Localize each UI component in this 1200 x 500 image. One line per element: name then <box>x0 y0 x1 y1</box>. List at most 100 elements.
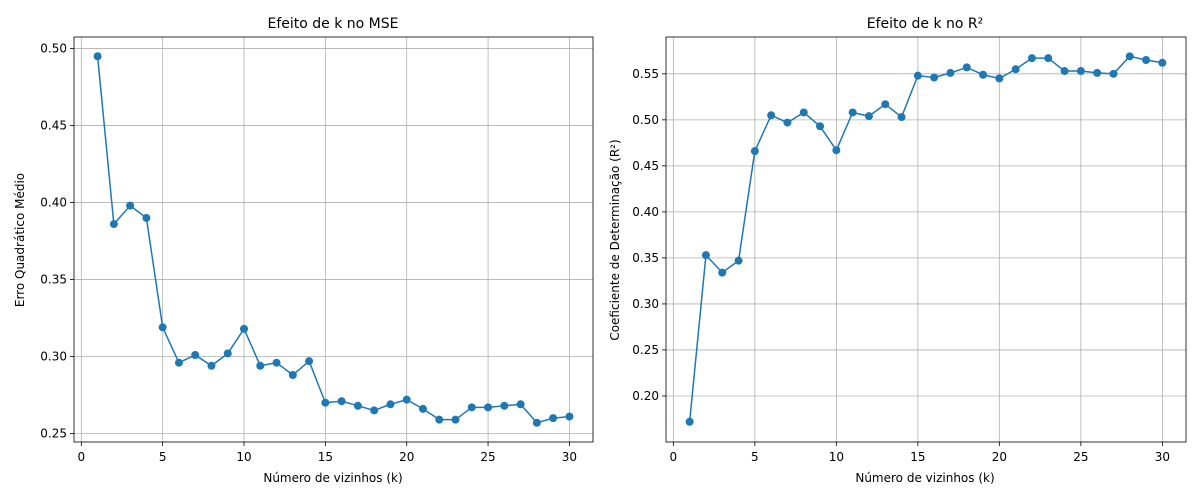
y-tick-label: 0.40 <box>40 196 67 210</box>
data-point <box>305 357 314 366</box>
x-tick-label: 15 <box>318 450 333 464</box>
data-point <box>897 113 906 122</box>
data-point <box>223 349 232 358</box>
y-tick-label: 0.35 <box>632 251 659 265</box>
data-point <box>207 361 216 370</box>
x-tick-label: 20 <box>992 450 1007 464</box>
data-point <box>962 63 971 72</box>
data-point <box>158 323 167 332</box>
data-point <box>565 412 574 421</box>
x-tick-label: 30 <box>1155 450 1170 464</box>
y-axis-ticks: 0.25 0.30 0.35 0.40 0.45 0.50 <box>40 42 74 441</box>
data-point <box>881 100 890 109</box>
y-tick-label: 0.55 <box>632 67 659 81</box>
mse-chart-panel: Efeito de k no MSE Número de vizinhos (k… <box>13 16 594 485</box>
x-tick-label: 25 <box>1073 450 1088 464</box>
data-point <box>979 70 988 79</box>
y-tick-label: 0.30 <box>632 297 659 311</box>
data-point <box>451 415 460 424</box>
data-point <box>816 122 825 131</box>
data-point <box>1011 65 1020 74</box>
grid <box>74 37 593 442</box>
data-point <box>337 397 346 406</box>
data-point <box>1158 58 1167 67</box>
y-axis-label: Erro Quadrático Médio <box>13 173 27 307</box>
data-point <box>750 147 759 156</box>
data-point <box>191 350 200 359</box>
x-tick-label: 5 <box>159 450 167 464</box>
data-point <box>930 73 939 82</box>
data-point <box>864 112 873 121</box>
x-tick-label: 30 <box>562 450 577 464</box>
data-point <box>995 74 1004 83</box>
y-tick-label: 0.25 <box>40 427 67 441</box>
x-axis-label: Número de vizinhos (k) <box>263 471 402 485</box>
series-line <box>96 56 570 424</box>
data-point <box>1027 54 1036 63</box>
data-point <box>848 108 857 117</box>
x-axis-ticks: 0 5 10 15 20 25 30 <box>670 442 1170 464</box>
data-point <box>256 361 265 370</box>
data-point <box>126 201 135 210</box>
y-tick-label: 0.45 <box>40 119 67 133</box>
x-tick-label: 0 <box>78 450 86 464</box>
data-point <box>1125 52 1134 61</box>
data-point <box>1109 69 1118 78</box>
data-point <box>701 251 710 260</box>
data-point <box>913 71 922 80</box>
y-axis-label: Coeficiente de Determinação (R²) <box>608 139 622 340</box>
data-point <box>272 358 281 367</box>
data-points <box>685 52 1167 426</box>
data-point <box>718 268 727 277</box>
x-axis-ticks: 0 5 10 15 20 25 30 <box>78 442 577 464</box>
data-point <box>783 118 792 127</box>
data-point <box>109 220 118 229</box>
data-point <box>142 213 151 222</box>
data-point <box>832 146 841 155</box>
data-point <box>1093 68 1102 77</box>
data-point <box>288 371 297 380</box>
data-point <box>1076 67 1085 76</box>
data-point <box>516 400 525 409</box>
data-point <box>435 415 444 424</box>
data-point <box>321 398 330 407</box>
plot-frame <box>665 36 1187 443</box>
data-point <box>484 403 493 412</box>
y-tick-label: 0.50 <box>40 42 67 56</box>
chart-title: Efeito de k no MSE <box>268 16 399 32</box>
data-point <box>500 401 509 410</box>
y-tick-label: 0.30 <box>40 350 67 364</box>
x-tick-label: 25 <box>480 450 495 464</box>
data-point <box>418 404 427 413</box>
data-point <box>1060 67 1069 76</box>
data-point <box>734 256 743 265</box>
data-point <box>1044 54 1053 63</box>
x-tick-label: 20 <box>399 450 414 464</box>
data-point <box>240 324 249 333</box>
series-line <box>688 55 1163 422</box>
x-tick-label: 5 <box>751 450 759 464</box>
y-tick-label: 0.40 <box>632 205 659 219</box>
data-point <box>353 401 362 410</box>
r2-chart-panel: Efeito de k no R² Número de vizinhos (k)… <box>608 16 1187 485</box>
y-tick-label: 0.35 <box>40 273 67 287</box>
data-point <box>386 400 395 409</box>
data-point <box>174 358 183 367</box>
y-tick-label: 0.20 <box>632 389 659 403</box>
data-point <box>767 111 776 120</box>
x-tick-label: 0 <box>670 450 678 464</box>
data-point <box>685 417 694 426</box>
x-axis-label: Número de vizinhos (k) <box>855 471 994 485</box>
x-tick-label: 10 <box>829 450 844 464</box>
data-point <box>93 52 102 61</box>
x-tick-label: 10 <box>236 450 251 464</box>
data-point <box>799 108 808 117</box>
plot-frame <box>73 36 594 443</box>
data-point <box>532 418 541 427</box>
y-tick-label: 0.45 <box>632 159 659 173</box>
y-tick-label: 0.25 <box>632 343 659 357</box>
data-point <box>946 68 955 77</box>
grid <box>666 37 1186 442</box>
data-point <box>549 414 558 423</box>
